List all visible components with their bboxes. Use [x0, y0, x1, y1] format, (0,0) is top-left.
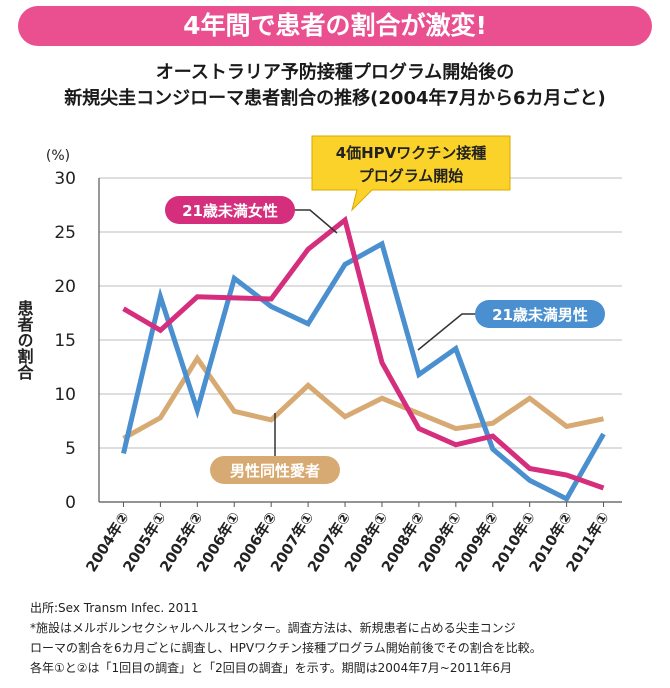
- series-label: 21歳未満女性: [182, 202, 278, 220]
- y-tick-label: 0: [65, 493, 76, 513]
- headline-banner: 4年間で患者の割合が激変!: [18, 6, 652, 46]
- chart-title-line-2: 新規尖圭コンジローマ患者割合の推移(2004年7月から6カ月ごと): [64, 88, 606, 109]
- y-unit-label: (%): [46, 148, 70, 164]
- x-tick-labels: 2004年②2005年①2005年②2006年①2006年②2007年①2007…: [82, 509, 613, 575]
- annotation-line-1: 4価HPVワクチン接種: [336, 144, 487, 162]
- footer-note-1: *施設はメルボルンセクシャルヘルスセンター。調査方法は、新規患者に占める尖圭コン…: [30, 621, 516, 635]
- series-label-pill: [475, 300, 605, 328]
- footer-source: 出所:Sex Transm Infec. 2011: [30, 601, 199, 615]
- leader-line: [295, 209, 338, 234]
- series-line: [121, 240, 606, 503]
- annotation-box: [311, 135, 511, 212]
- y-axis-label: 患者の割合: [15, 299, 35, 381]
- line-chart: 0 5 10 15 20 25 30 2004年②2005年①2005年②2006年①200…: [15, 135, 622, 575]
- y-tick-label: 25: [54, 223, 76, 243]
- series-lines: [121, 215, 606, 503]
- series-label-pill: [210, 456, 340, 484]
- series-label: 男性同性愛者: [230, 462, 320, 480]
- y-tick-label: 15: [54, 331, 76, 351]
- y-tick-label: 30: [54, 169, 76, 189]
- y-tick-labels: 0 5 10 15 20 25 30: [54, 169, 76, 513]
- y-tick-label: 5: [65, 439, 76, 459]
- chart-title-line-1: オーストラリア予防接種プログラム開始後の: [155, 62, 515, 83]
- y-tick-label: 10: [54, 385, 76, 405]
- footer-note-2: ローマの割合を6カ月ごとに調査し、HPVワクチン接種プログラム開始前後でその割合…: [30, 641, 542, 655]
- series-line: [122, 215, 605, 491]
- series-label-pill: [165, 196, 295, 224]
- leader-line: [417, 313, 475, 351]
- series-line: [122, 353, 605, 441]
- footer-note-3: 各年①と②は「1回目の調査」と「2回目の調査」を示す。期間は2004年7月~20…: [30, 661, 512, 675]
- y-tick-label: 20: [54, 277, 76, 297]
- annotation-line-2: プログラム開始: [359, 167, 464, 185]
- series-label: 21歳未満男性: [492, 306, 588, 324]
